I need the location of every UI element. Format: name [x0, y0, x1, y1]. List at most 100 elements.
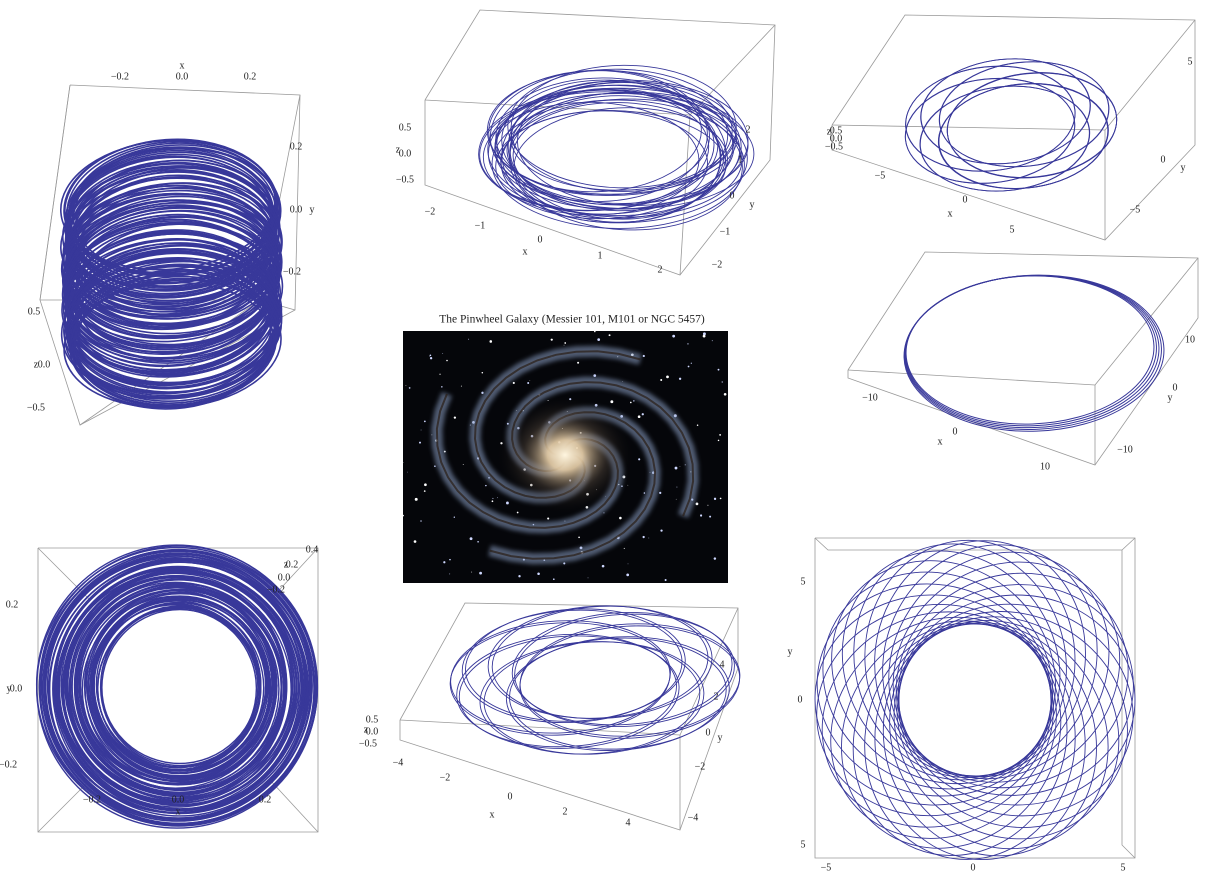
y-tick-label: −2: [712, 259, 723, 270]
curve: [456, 630, 682, 753]
star: [424, 490, 426, 492]
star: [403, 462, 404, 463]
x-tick-label: −1: [475, 220, 486, 231]
curve: [916, 51, 1096, 172]
star: [603, 512, 604, 513]
star: [564, 345, 565, 346]
x-tick-label: −2: [425, 206, 436, 217]
star: [719, 434, 721, 436]
star: [688, 366, 690, 368]
z-tick-label: −0.5: [27, 402, 45, 413]
star: [665, 579, 667, 581]
star: [644, 492, 646, 494]
star: [527, 382, 529, 384]
star: [626, 574, 629, 577]
star: [471, 572, 472, 573]
star: [563, 562, 565, 564]
y-tick-label: 0: [1173, 382, 1178, 393]
z-tick-label: 0.0: [278, 572, 291, 583]
z-axis-label: z: [34, 359, 39, 370]
y-axis-label: y: [1168, 392, 1173, 403]
plot-frame: [848, 252, 1198, 465]
star: [434, 465, 436, 467]
y-axis-label: y: [788, 646, 793, 657]
star: [609, 334, 611, 336]
star: [530, 380, 531, 381]
x-tick-label: 0: [971, 862, 976, 873]
star: [666, 375, 669, 378]
x-axis-label: x: [948, 208, 953, 219]
x-tick-label: 2: [563, 806, 568, 817]
star: [454, 417, 456, 419]
y-tick-label: −4: [688, 812, 699, 823]
curve: [848, 571, 1164, 875]
y-tick-label: 2: [714, 691, 719, 702]
star: [492, 500, 494, 502]
y-tick-label: 4: [720, 659, 725, 670]
star: [659, 492, 661, 494]
star: [691, 363, 692, 364]
star: [648, 538, 649, 539]
star: [700, 514, 702, 516]
star: [470, 537, 473, 540]
star: [643, 355, 645, 357]
y-tick-label: 0: [798, 694, 803, 705]
star: [722, 381, 723, 382]
y-tick-label: 0: [1161, 154, 1166, 165]
z-tick-label: −0.5: [359, 738, 377, 749]
star: [578, 537, 580, 539]
curve: [846, 510, 1134, 811]
z-axis-label: z: [827, 126, 832, 137]
curve: [933, 76, 1113, 197]
x-tick-label: 0: [963, 194, 968, 205]
star: [551, 339, 553, 341]
y-tick-label: 5: [1188, 56, 1193, 67]
star: [415, 498, 418, 501]
star: [643, 536, 645, 538]
star: [454, 517, 455, 518]
x-axis-label: x: [180, 60, 185, 71]
z-tick-label: 0.0: [38, 359, 51, 370]
star: [430, 357, 432, 359]
x-axis-label: x: [176, 806, 181, 817]
y-tick-label: 0: [706, 727, 711, 738]
star: [685, 464, 686, 465]
z-axis-label: z: [284, 559, 289, 570]
star: [687, 343, 688, 344]
star: [537, 572, 540, 575]
y-tick-label: 0.2: [290, 141, 303, 152]
x-tick-label: 0: [953, 426, 958, 437]
star: [628, 485, 629, 486]
star: [441, 386, 442, 387]
star: [624, 548, 625, 549]
x-axis-label: x: [490, 809, 495, 820]
z-tick-label: 0.5: [28, 306, 41, 317]
y-tick-label: 2: [746, 124, 751, 135]
x-tick-label: 10: [1040, 461, 1050, 472]
plot-frame: [270, 780, 318, 832]
y-tick-label: 0.0: [290, 204, 303, 215]
curve: [448, 615, 674, 738]
star: [479, 572, 482, 575]
curve: [933, 76, 1113, 197]
star: [724, 393, 727, 396]
star: [420, 520, 421, 521]
star: [619, 517, 622, 520]
curve: [447, 617, 673, 740]
y-tick-label: 5: [801, 576, 806, 587]
x-axis-label: x: [938, 436, 943, 447]
star: [406, 385, 407, 386]
star: [409, 387, 411, 389]
star: [597, 338, 600, 341]
z-axis-label: z: [364, 724, 369, 735]
star: [402, 515, 404, 517]
star: [593, 374, 596, 377]
star: [421, 430, 422, 431]
plot-frame: [400, 603, 738, 830]
star: [449, 559, 451, 561]
z-tick-label: −0.5: [825, 141, 843, 152]
curve: [797, 583, 1072, 837]
star: [485, 485, 486, 486]
y-tick-label: 10: [1185, 334, 1195, 345]
star: [547, 517, 549, 519]
